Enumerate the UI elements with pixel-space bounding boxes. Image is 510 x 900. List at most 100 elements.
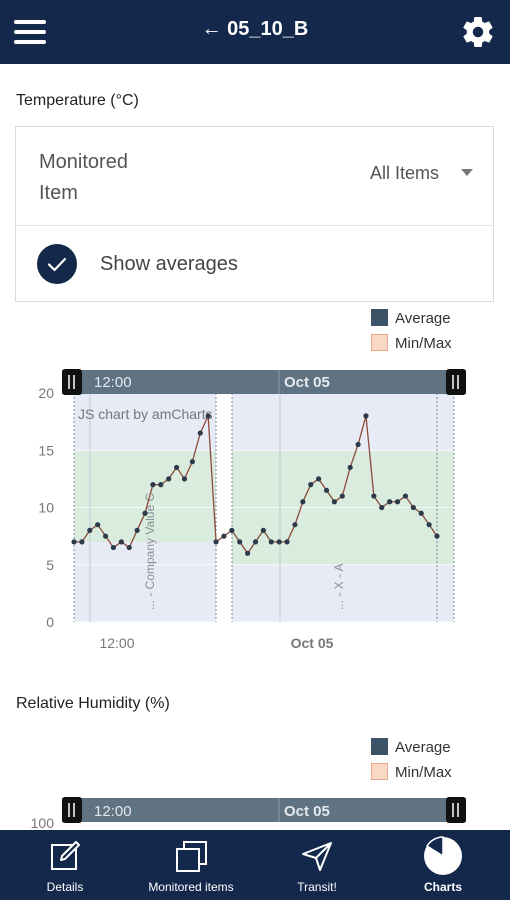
scrollbar-label-right: Oct 05: [284, 374, 330, 391]
data-point[interactable]: [394, 499, 401, 505]
scrollbar-label-left: 12:00: [94, 374, 132, 391]
nav-charts[interactable]: Charts: [383, 830, 503, 900]
data-point[interactable]: [158, 482, 164, 488]
hamburger-icon-line: [14, 30, 46, 34]
nav-details[interactable]: Details: [5, 830, 125, 900]
data-point[interactable]: [229, 527, 235, 533]
monitored-item-label-line1: Monitored: [39, 151, 128, 173]
data-point[interactable]: [355, 441, 361, 448]
data-point[interactable]: [323, 487, 330, 493]
data-point[interactable]: [292, 522, 298, 528]
filter-card: Monitored Item All Items Show averages: [15, 126, 494, 302]
data-point[interactable]: [434, 533, 440, 539]
y-tick-label: 20: [38, 385, 54, 401]
gear-icon[interactable]: [460, 14, 496, 50]
data-point[interactable]: [387, 499, 393, 505]
x-tick-label: 12:00: [99, 635, 134, 651]
y-tick-label: 10: [38, 500, 54, 516]
data-point[interactable]: [371, 493, 377, 499]
scrollbar-label-right: Oct 05: [284, 803, 330, 820]
amcharts-credit[interactable]: JS chart by amCharts: [78, 406, 213, 422]
edit-icon: [51, 841, 80, 870]
checkmark-icon: [47, 257, 67, 272]
data-point[interactable]: [134, 527, 140, 533]
data-point[interactable]: [181, 476, 188, 482]
data-point[interactable]: [339, 493, 345, 499]
data-point[interactable]: [221, 533, 227, 539]
data-point[interactable]: [260, 527, 266, 533]
scrollbar-grip-left[interactable]: [62, 797, 82, 823]
data-point[interactable]: [300, 499, 306, 505]
chevron-down-icon: [461, 169, 473, 176]
show-averages-toggle[interactable]: Show averages: [16, 227, 493, 303]
y-tick-label: 0: [46, 614, 54, 630]
data-point[interactable]: [331, 499, 338, 505]
data-point[interactable]: [410, 504, 416, 511]
data-point[interactable]: [205, 413, 211, 419]
data-point[interactable]: [379, 504, 385, 511]
data-point[interactable]: [245, 550, 251, 556]
data-point[interactable]: [237, 539, 243, 545]
data-point[interactable]: [252, 539, 259, 545]
legend-label-average: Average: [395, 739, 451, 756]
legend-item-minmax[interactable]: Min/Max: [371, 763, 452, 788]
nav-transit[interactable]: Transit!: [257, 830, 377, 900]
data-point[interactable]: [126, 544, 132, 551]
legend-item-minmax[interactable]: Min/Max: [371, 334, 452, 359]
data-point[interactable]: [284, 539, 290, 545]
data-point[interactable]: [402, 493, 409, 499]
guide-label: ... - Company Value C: [143, 493, 157, 610]
scrollbar-grip-right[interactable]: [446, 797, 466, 823]
temperature-chart: 0 5 10 15 20 12:00 Oct 05 ... - Company Valu…: [38, 369, 466, 651]
legend-label-average: Average: [395, 310, 451, 327]
data-point[interactable]: [118, 539, 124, 545]
menu-button[interactable]: [14, 20, 46, 44]
x-tick-label: Oct 05: [291, 635, 334, 651]
data-point[interactable]: [418, 510, 424, 516]
hamburger-icon-line: [14, 20, 46, 24]
y-axis: 0 5 10 15 20: [38, 385, 54, 630]
data-point[interactable]: [110, 544, 117, 551]
humidity-section-title: Relative Humidity (%): [16, 695, 170, 712]
data-point[interactable]: [276, 539, 282, 545]
monitored-item-select[interactable]: All Items: [370, 163, 473, 184]
chart-scrollbar[interactable]: [62, 798, 466, 822]
y-tick-label: 15: [38, 442, 54, 458]
data-point[interactable]: [189, 459, 195, 465]
data-point[interactable]: [173, 464, 180, 471]
data-point[interactable]: [142, 510, 148, 516]
legend-item-average[interactable]: Average: [371, 309, 452, 334]
copy-icon: [176, 841, 207, 872]
nav-label-monitored-items: Monitored items: [148, 880, 234, 894]
scrollbar-grip-right[interactable]: [446, 369, 466, 395]
data-point[interactable]: [79, 539, 85, 545]
average-series-points: [71, 413, 440, 556]
data-point[interactable]: [316, 476, 322, 482]
checkbox-checked[interactable]: [37, 244, 77, 284]
nav-monitored-items[interactable]: Monitored items: [131, 830, 251, 900]
page-title[interactable]: ← 05_10_B: [201, 18, 309, 40]
data-point[interactable]: [102, 533, 109, 539]
data-point[interactable]: [150, 482, 156, 488]
data-point[interactable]: [197, 430, 203, 436]
humidity-chart: 12:00 Oct 05 100: [31, 797, 466, 830]
temperature-legend: Average Min/Max: [371, 309, 452, 359]
data-point[interactable]: [87, 527, 93, 533]
data-point[interactable]: [213, 539, 219, 545]
chart-scrollbar[interactable]: [62, 370, 466, 394]
data-point[interactable]: [71, 539, 77, 545]
data-point[interactable]: [426, 522, 432, 528]
app-bar: ← 05_10_B: [0, 0, 510, 64]
legend-swatch-average: [371, 309, 388, 326]
legend-item-average[interactable]: Average: [371, 738, 452, 763]
humidity-legend: Average Min/Max: [371, 738, 452, 788]
data-point[interactable]: [268, 539, 274, 545]
data-point[interactable]: [95, 522, 101, 528]
data-point[interactable]: [347, 464, 353, 471]
nav-label-charts: Charts: [423, 880, 462, 894]
scrollbar-grip-left[interactable]: [62, 369, 82, 395]
hamburger-icon-line: [14, 40, 46, 44]
data-point[interactable]: [363, 413, 369, 419]
data-point[interactable]: [166, 476, 172, 482]
data-point[interactable]: [308, 482, 314, 488]
